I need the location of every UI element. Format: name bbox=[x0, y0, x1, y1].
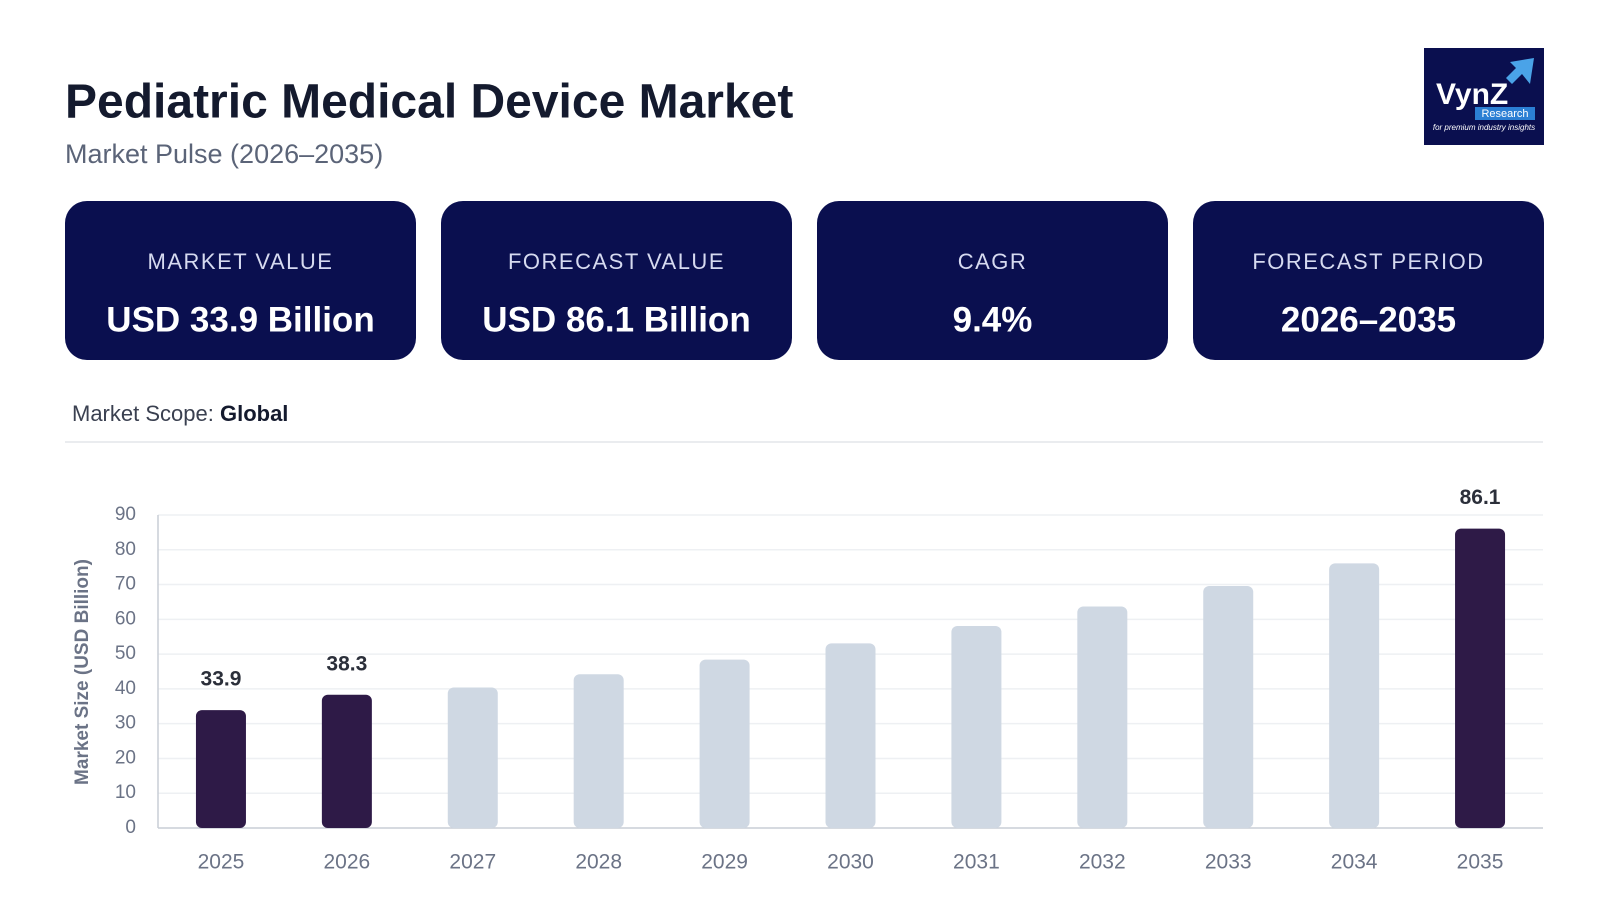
x-tick-label: 2033 bbox=[1205, 851, 1252, 874]
card bbox=[65, 201, 416, 360]
card-value: 9.4% bbox=[953, 300, 1033, 339]
y-tick-label: 30 bbox=[115, 713, 136, 734]
card bbox=[441, 201, 792, 360]
y-tick-label: 60 bbox=[115, 608, 136, 629]
logo-tagline: for premium industry insights bbox=[1433, 123, 1535, 132]
y-tick-label: 90 bbox=[115, 504, 136, 525]
value-label: 33.9 bbox=[201, 668, 242, 691]
bar bbox=[573, 674, 624, 828]
x-tick-label: 2034 bbox=[1331, 851, 1378, 874]
y-tick-label: 80 bbox=[115, 539, 136, 560]
y-tick-label: 40 bbox=[115, 678, 136, 699]
x-tick-label: 2029 bbox=[701, 851, 748, 874]
logo-arrow bbox=[1506, 58, 1534, 84]
scope-value: Global bbox=[220, 401, 288, 426]
x-tick-label: 2030 bbox=[827, 851, 874, 874]
y-tick-label: 20 bbox=[115, 747, 136, 768]
card bbox=[817, 201, 1168, 360]
y-tick-label: 70 bbox=[115, 574, 136, 595]
bar bbox=[321, 694, 372, 828]
subtitle: Market Pulse (2026–2035) bbox=[65, 139, 383, 169]
logo-badge bbox=[1475, 107, 1535, 120]
card-label: MARKET VALUE bbox=[148, 249, 334, 274]
value-label: 38.3 bbox=[326, 652, 367, 675]
title: Pediatric Medical Device Market bbox=[65, 76, 793, 129]
card-label: FORECAST VALUE bbox=[508, 249, 725, 274]
logo: VynZ Research for premium industry insig… bbox=[1424, 48, 1544, 145]
y-tick-label: 50 bbox=[115, 643, 136, 664]
x-tick-label: 2028 bbox=[575, 851, 622, 874]
bar bbox=[825, 643, 876, 828]
bar bbox=[1077, 606, 1128, 828]
scope: Market Scope: Global bbox=[72, 401, 288, 426]
cards: MARKET VALUE USD 33.9 Billion FORECAST VAL… bbox=[65, 201, 1544, 360]
y-tick-label: 10 bbox=[115, 782, 136, 803]
card-value: 2026–2035 bbox=[1281, 300, 1456, 339]
x-tick-label: 2026 bbox=[324, 851, 371, 874]
bar bbox=[699, 659, 750, 828]
logo-brand: VynZ bbox=[1436, 78, 1508, 111]
card-value: USD 86.1 Billion bbox=[482, 300, 750, 339]
x-tick-label: 2027 bbox=[449, 851, 496, 874]
scope-label: Market Scope: bbox=[72, 401, 214, 426]
value-label: 86.1 bbox=[1460, 486, 1501, 509]
y-axis-title: Market Size (USD Billion) bbox=[72, 559, 93, 785]
bar bbox=[1203, 585, 1254, 828]
bar bbox=[951, 625, 1002, 828]
bar bbox=[447, 687, 498, 828]
y-tick-label: 0 bbox=[125, 817, 136, 838]
x-tick-label: 2025 bbox=[198, 851, 245, 874]
card-label: FORECAST PERIOD bbox=[1252, 249, 1484, 274]
x-tick-label: 2031 bbox=[953, 851, 1000, 874]
bar bbox=[1329, 563, 1380, 828]
logo-sub: Research bbox=[1481, 108, 1528, 120]
x-tick-label: 2032 bbox=[1079, 851, 1126, 874]
card bbox=[1193, 201, 1544, 360]
card-label: CAGR bbox=[958, 249, 1028, 274]
x-tick-label: 2035 bbox=[1457, 851, 1504, 874]
card-value: USD 33.9 Billion bbox=[106, 300, 374, 339]
bar bbox=[1455, 528, 1506, 828]
bar bbox=[195, 710, 246, 828]
